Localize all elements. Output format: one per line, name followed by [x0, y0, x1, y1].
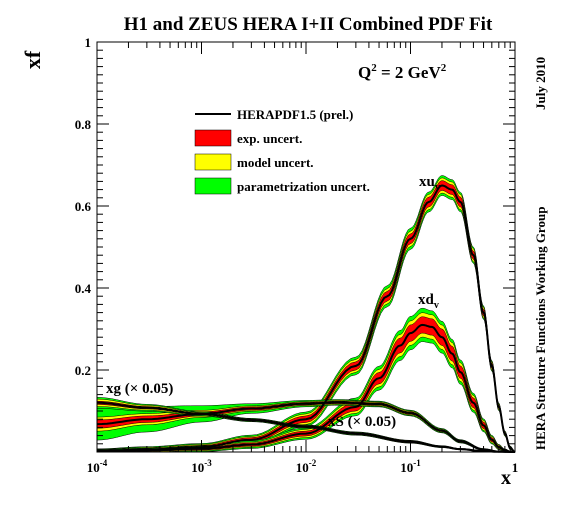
xs-x-0-05--central-curve: [96, 401, 515, 453]
series-label-main: xg (: [106, 381, 130, 397]
series-label-main: xS (: [328, 414, 353, 430]
legend-label: HERAPDF1.5 (prel.): [237, 107, 353, 122]
x-tick-mantissa: 10: [296, 460, 309, 475]
series-label-times: ×: [130, 381, 139, 397]
central-curves: [96, 184, 516, 453]
x-tick-label: 10-4: [87, 458, 108, 475]
x-tick-exponent: -1: [413, 458, 421, 468]
y-tick-label: 0.2: [75, 363, 91, 378]
x-tick-mantissa: 10: [191, 460, 204, 475]
y-tick-label: 0.6: [75, 199, 92, 214]
legend-label: parametrization uncert.: [237, 179, 370, 194]
legend-box-swatch: [194, 129, 232, 147]
series-label-tail: 0.05): [361, 414, 396, 430]
series-label-sub: v: [434, 300, 439, 311]
uncertainty-bands: [96, 175, 516, 453]
series-label-tail: 0.05): [138, 381, 173, 397]
x-tick-label: 10-3: [191, 458, 212, 475]
y-tick-label: 0.4: [75, 281, 92, 296]
xu-v-central-curve: [96, 184, 516, 453]
legend-label: exp. uncert.: [237, 131, 302, 146]
scale-label: Q2 = 2 GeV2: [358, 62, 447, 82]
chart-title: H1 and ZEUS HERA I+II Combined PDF Fit: [124, 14, 493, 35]
scale-label-sup2: 2: [441, 62, 447, 74]
x-tick-mantissa: 10: [400, 460, 413, 475]
series-label-times: ×: [353, 414, 362, 430]
series-label: xg (× 0.05): [106, 381, 173, 397]
series-label: xdv: [418, 292, 439, 311]
legend-box-swatch: [194, 153, 232, 171]
series-label: xS (× 0.05): [328, 414, 396, 430]
scale-label-sup1: 2: [371, 62, 377, 74]
x-tick-exponent: -3: [204, 458, 212, 468]
series-label-main: xu: [419, 174, 435, 190]
y-tick-label: 1: [85, 35, 92, 50]
series-label-main: xd: [418, 292, 435, 308]
x-axis-label: x: [501, 467, 511, 489]
x-tick-label: 10-2: [296, 458, 317, 475]
legend-label: model uncert.: [237, 155, 314, 170]
date-label: July 2010: [533, 57, 548, 110]
x-tick-mantissa: 10: [87, 460, 100, 475]
xd-v-central-curve: [97, 323, 515, 453]
series-label: xuv: [419, 174, 440, 193]
series-label-sub: v: [435, 182, 440, 193]
x-tick-exponent: -4: [100, 458, 108, 468]
y-axis-label: xf: [20, 50, 45, 69]
legend-box-swatch: [194, 177, 232, 195]
x-tick-label: 1: [512, 460, 519, 475]
y-tick-label: 0.8: [75, 117, 92, 132]
scale-label-mid: = 2 GeV: [377, 63, 442, 82]
legend: HERAPDF1.5 (prel.) exp. uncert. model unce…: [194, 107, 370, 195]
group-label: HERA Structure Functions Working Group: [533, 207, 548, 450]
x-tick-exponent: -2: [309, 458, 317, 468]
x-tick-label: 10-1: [400, 458, 421, 475]
scale-label-q: Q: [358, 63, 371, 82]
x-tick-mantissa: 1: [512, 460, 519, 475]
